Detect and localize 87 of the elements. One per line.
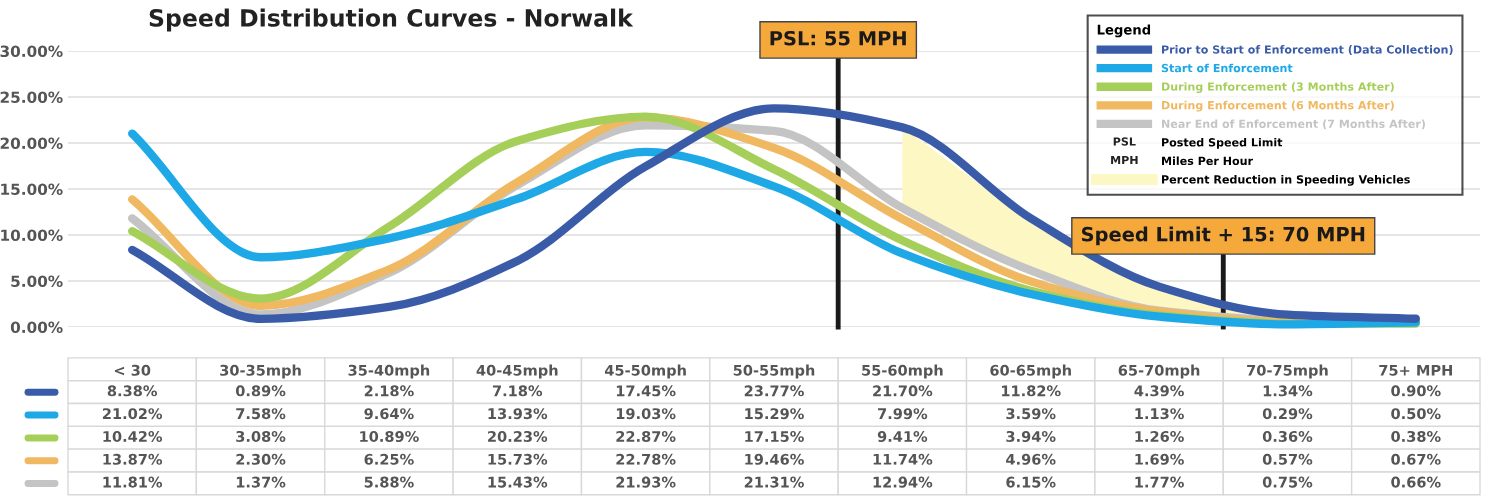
annotation: Posted Speed Limit <box>1162 137 1283 149</box>
x-tick-label: 65-70mph <box>1118 364 1200 379</box>
data-label: 15.29% <box>745 408 804 420</box>
data-label: 6.15% <box>1006 476 1056 488</box>
data-label: 0.75% <box>1262 476 1313 488</box>
data-label: 21.02% <box>102 408 163 420</box>
data-label: 13.93% <box>488 408 548 420</box>
data-label: 13.87% <box>103 453 163 465</box>
data-label: 3.08% <box>236 430 286 442</box>
data-label: 9.41% <box>877 430 928 442</box>
data-label: 2.18% <box>364 385 414 397</box>
ref-line-label: Speed Limit + 15: 70 MPH <box>1081 226 1365 246</box>
data-label: 20.23% <box>488 430 548 442</box>
data-label: 0.36% <box>1262 430 1313 442</box>
data-label: 11.81% <box>103 476 163 488</box>
data-label: 22.78% <box>616 453 676 465</box>
data-label: 7.18% <box>492 385 543 397</box>
y-tick-label: 15.00% <box>1 183 63 196</box>
data-label: 10.42% <box>103 430 163 442</box>
data-label: 0.67% <box>1391 453 1441 465</box>
data-label: 11.82% <box>1002 385 1061 397</box>
x-tick-label: < 30 <box>114 364 151 376</box>
annotation: MPH <box>1111 155 1138 165</box>
x-tick-label: 60-65mph <box>990 364 1071 379</box>
data-label: 8.38% <box>107 385 158 397</box>
data-label: 15.43% <box>488 476 548 488</box>
annotation: PSL <box>1113 137 1136 146</box>
x-tick-label: 40-45mph <box>476 364 558 379</box>
data-label: 4.96% <box>1006 453 1056 465</box>
data-label: 0.50% <box>1391 408 1441 420</box>
data-label: 23.77% <box>744 385 804 397</box>
data-label: 2.30% <box>236 453 286 465</box>
x-tick-label: 75+ MPH <box>1379 364 1452 376</box>
text: Prior to Start of Enforcement (Data Collection) <box>1162 45 1453 55</box>
data-label: 0.57% <box>1262 453 1313 465</box>
ref-line-label: PSL: 55 MPH <box>770 30 906 46</box>
data-label: 10.89% <box>360 430 419 442</box>
data-label: 1.69% <box>1135 453 1184 465</box>
data-label: 21.93% <box>616 476 676 488</box>
data-label: 4.39% <box>1134 385 1184 397</box>
data-label: 1.37% <box>236 476 286 488</box>
data-label: 12.94% <box>873 476 933 488</box>
x-tick-label: 35-40mph <box>348 364 430 379</box>
data-label: 0.38% <box>1391 430 1441 442</box>
data-label: 3.59% <box>1006 408 1056 420</box>
data-label: 19.03% <box>616 408 676 420</box>
data-label: 17.15% <box>745 430 804 442</box>
data-label: 1.77% <box>1135 476 1184 488</box>
data-label: 0.66% <box>1391 476 1441 488</box>
x-tick-label: 45-50mph <box>604 364 686 379</box>
data-label: 0.29% <box>1262 408 1313 420</box>
data-label: 9.64% <box>364 408 414 420</box>
text: Start of Enforcement <box>1161 63 1293 73</box>
data-label: 1.26% <box>1135 430 1184 442</box>
data-label: 19.46% <box>745 453 804 465</box>
chart-title: Speed Distribution Curves - Norwalk <box>149 8 634 32</box>
annotation: Percent Reduction in Speeding Vehicles <box>1162 174 1410 186</box>
data-label: 21.31% <box>744 476 804 488</box>
y-tick-label: 5.00% <box>11 275 63 288</box>
text: During Enforcement (6 Months After) <box>1162 100 1394 112</box>
data-label: 22.87% <box>616 430 676 442</box>
annotation: Miles Per Hour <box>1162 156 1254 166</box>
data-label: 15.73% <box>488 453 548 465</box>
data-label: 6.25% <box>364 453 414 465</box>
data-label: 17.45% <box>616 385 676 397</box>
data-label: 0.89% <box>235 385 286 397</box>
y-tick-label: 10.00% <box>1 229 63 242</box>
text: During Enforcement (3 Months After) <box>1162 82 1394 93</box>
data-label: 21.70% <box>873 385 933 397</box>
legend-title: Legend <box>1097 24 1151 38</box>
data-label: 11.74% <box>873 453 933 465</box>
y-tick-label: 25.00% <box>0 91 63 104</box>
data-label: 7.99% <box>878 408 928 420</box>
x-tick-label: 50-55mph <box>733 364 815 379</box>
x-tick-label: 30-35mph <box>220 364 301 379</box>
data-label: 1.34% <box>1263 385 1313 397</box>
y-tick-label: 30.00% <box>0 45 63 58</box>
data-label: 5.88% <box>364 476 414 488</box>
data-label: 3.94% <box>1006 430 1056 442</box>
text: Near End of Enforcement (7 Months After) <box>1162 119 1425 130</box>
y-tick-label: 20.00% <box>0 137 63 150</box>
x-tick-label: 70-75mph <box>1247 364 1328 379</box>
x-tick-label: 55-60mph <box>862 364 943 379</box>
data-label: 1.13% <box>1135 408 1184 420</box>
data-label: 0.90% <box>1391 385 1441 397</box>
data-label: 7.58% <box>236 408 286 420</box>
y-tick-label: 0.00% <box>10 321 63 334</box>
